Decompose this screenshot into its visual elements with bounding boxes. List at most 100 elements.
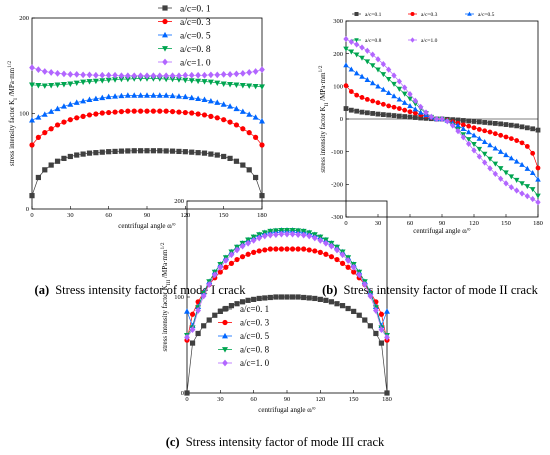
panel-b-data-point: [359, 73, 365, 79]
panel-b-data-point: [497, 166, 504, 172]
panel-b-data-point: [514, 187, 520, 194]
panel-c-series-0: [184, 294, 390, 396]
panel-b-data-point: [529, 187, 536, 193]
panel-b-legend-marker: [410, 12, 415, 16]
panel-b-legend-label: a/c=0.1: [365, 12, 382, 18]
panel-a-series-1-line: [31, 110, 263, 146]
panel-a-data-point: [220, 81, 227, 88]
panel-a-data-point: [188, 94, 195, 101]
panel-b-ytick-label: 100: [333, 84, 343, 91]
panel-c-data-point: [339, 303, 346, 309]
panel-a-data-point: [67, 70, 74, 78]
panel-a-data-point: [112, 109, 118, 115]
panel-c-data-point: [284, 246, 290, 252]
panel-a-data-point: [221, 117, 227, 123]
panel-b-data-point: [482, 159, 488, 166]
panel-a-data-point: [99, 149, 105, 155]
panel-a-data-point: [163, 108, 169, 114]
panel-c-data-point: [261, 232, 268, 240]
panel-c-data-point: [384, 308, 390, 314]
panel-a-plot-area: 0 30 60 90 120 150 180 0 100 200 centrifugal angle…: [7, 4, 267, 230]
panel-a-data-point: [54, 82, 61, 88]
panel-b-ylabel: stress intensity factor KII /MPa·mm1/2: [318, 65, 330, 172]
panel-a-data-point: [61, 119, 67, 125]
panel-b-data-point: [386, 103, 392, 109]
panel-c-caption-tag: (c): [166, 435, 180, 449]
panel-b-data-point: [498, 175, 504, 182]
panel-b-data-point: [530, 126, 536, 132]
panel-b-data-point: [402, 84, 408, 91]
panel-b-data-point: [418, 103, 424, 111]
panel-c-data-point: [189, 326, 196, 334]
panel-a-data-point: [35, 66, 42, 73]
panel-a-xtick-label: 30: [67, 212, 74, 219]
panel-c-data-point: [239, 254, 246, 260]
panel-c-data-point: [245, 239, 251, 247]
panel-c-data-point: [278, 230, 285, 238]
panel-b-data-point: [396, 113, 402, 119]
panel-a-data-point: [239, 82, 246, 89]
panel-c-legend-label: a/c=0. 8: [240, 345, 270, 355]
panel-a-data-point: [131, 92, 138, 98]
panel-a-data-point: [118, 148, 125, 154]
panel-b-data-point: [364, 59, 371, 65]
panel-b-data-point: [471, 141, 477, 148]
panel-b-xtick-label: 90: [439, 220, 446, 227]
panel-a-xtick-label: 60: [105, 212, 112, 219]
panel-c-series-4: [184, 230, 390, 341]
panel-b-data-point: [519, 124, 525, 130]
panel-b-data-point: [380, 86, 387, 92]
panel-c-data-point: [378, 326, 385, 334]
panel-b-xtick-label: 0: [344, 220, 347, 227]
panel-a-data-point: [239, 70, 246, 77]
panel-b-data-point: [535, 176, 541, 182]
panel-c-data-point: [278, 246, 285, 252]
panel-a-data-point: [29, 82, 35, 88]
panel-c-data-point: [228, 303, 235, 309]
panel-a-data-point: [99, 78, 106, 84]
panel-a-data-point: [80, 79, 87, 86]
panel-b-data-point: [401, 91, 408, 97]
panel-a-data-point: [144, 148, 150, 154]
panel-a-data-point: [239, 108, 246, 114]
panel-b-data-point: [370, 98, 376, 104]
panel-b-data-point: [418, 115, 424, 121]
panel-b-data-point: [434, 115, 440, 123]
panel-a-data-point: [182, 71, 189, 79]
panel-a-data-point: [54, 158, 61, 164]
panel-b-data-point: [407, 91, 413, 98]
panel-c-data-point: [334, 256, 340, 263]
panel-a-data-point: [246, 130, 252, 136]
panel-b-xtick-label: 150: [501, 220, 511, 227]
panel-a-data-point: [35, 134, 41, 140]
panel-a-xtick-label: 90: [144, 212, 151, 219]
panel-a-data-point: [227, 103, 234, 109]
panel-a-data-point: [118, 92, 125, 99]
panel-b-data-point: [348, 66, 355, 72]
panel-a-data-point: [188, 71, 195, 79]
panel-c-data-point: [300, 231, 307, 239]
panel-c-data-point: [300, 228, 307, 235]
panel-b-data-point: [353, 52, 360, 58]
panel-a-data-point: [207, 79, 214, 86]
panel-a-data-point: [41, 111, 48, 117]
panel-c-data-point: [223, 257, 229, 264]
panel-a-data-point: [29, 64, 35, 72]
panel-c-data-point: [245, 251, 251, 257]
panel-c-data-point: [217, 308, 223, 314]
panel-c-data-point: [384, 333, 390, 341]
panel-a-data-point: [214, 99, 221, 105]
panel-a-data-point: [214, 71, 221, 79]
panel-b-data-point: [492, 161, 499, 167]
panel-a-data-point: [201, 150, 208, 156]
panel-c-caption: (c) Stress intensity factor of mode III …: [166, 435, 385, 449]
panel-b-data-point: [513, 177, 520, 183]
panel-c-xtick-label: 180: [382, 396, 392, 403]
panel-a-data-point: [73, 99, 80, 105]
panel-b-series-3-line: [345, 48, 539, 196]
panel-a-data-point: [60, 82, 67, 88]
panel-b-data-point: [391, 81, 397, 87]
panel-a-data-point: [93, 111, 99, 117]
panel-b-data-point: [407, 109, 413, 115]
